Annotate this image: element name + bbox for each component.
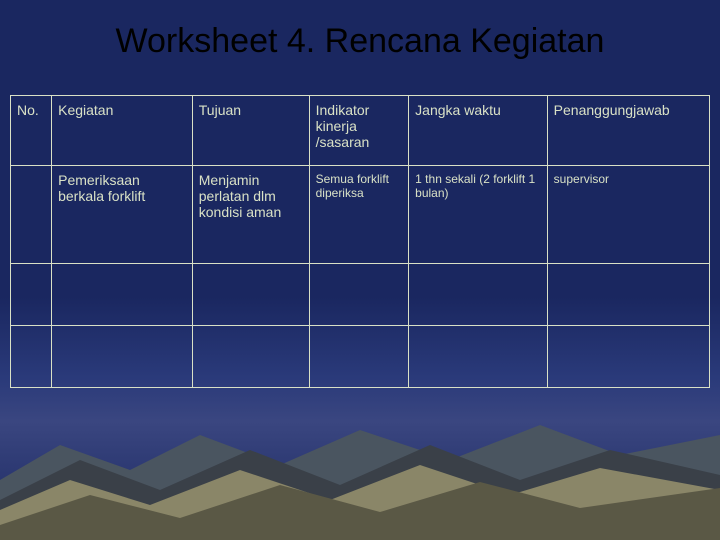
cell-kegiatan: Pemeriksaan berkala forklift bbox=[52, 166, 193, 264]
cell-tujuan: Menjamin perlatan dlm kondisi aman bbox=[192, 166, 309, 264]
table-row bbox=[11, 326, 710, 388]
cell-empty bbox=[11, 326, 52, 388]
table-header-row: No. Kegiatan Tujuan Indikator kinerja /s… bbox=[11, 96, 710, 166]
cell-pj: supervisor bbox=[547, 166, 709, 264]
cell-empty bbox=[11, 264, 52, 326]
cell-empty bbox=[547, 264, 709, 326]
cell-indikator: Semua forklift diperiksa bbox=[309, 166, 409, 264]
col-header-indikator: Indikator kinerja /sasaran bbox=[309, 96, 409, 166]
col-header-jangka: Jangka waktu bbox=[409, 96, 548, 166]
col-header-no: No. bbox=[11, 96, 52, 166]
cell-empty bbox=[409, 326, 548, 388]
mountains-background bbox=[0, 390, 720, 540]
slide: Worksheet 4. Rencana Kegiatan No. Kegiat… bbox=[0, 0, 720, 540]
cell-empty bbox=[192, 326, 309, 388]
cell-empty bbox=[309, 264, 409, 326]
slide-title: Worksheet 4. Rencana Kegiatan bbox=[0, 22, 720, 61]
cell-jangka: 1 thn sekali (2 forklift 1 bulan) bbox=[409, 166, 548, 264]
cell-empty bbox=[52, 326, 193, 388]
cell-empty bbox=[547, 326, 709, 388]
cell-no bbox=[11, 166, 52, 264]
cell-empty bbox=[52, 264, 193, 326]
col-header-kegiatan: Kegiatan bbox=[52, 96, 193, 166]
cell-empty bbox=[409, 264, 548, 326]
col-header-tujuan: Tujuan bbox=[192, 96, 309, 166]
table-row bbox=[11, 264, 710, 326]
col-header-pj: Penanggungjawab bbox=[547, 96, 709, 166]
activity-table: No. Kegiatan Tujuan Indikator kinerja /s… bbox=[10, 95, 710, 388]
cell-empty bbox=[309, 326, 409, 388]
cell-empty bbox=[192, 264, 309, 326]
table-row: Pemeriksaan berkala forklift Menjamin pe… bbox=[11, 166, 710, 264]
